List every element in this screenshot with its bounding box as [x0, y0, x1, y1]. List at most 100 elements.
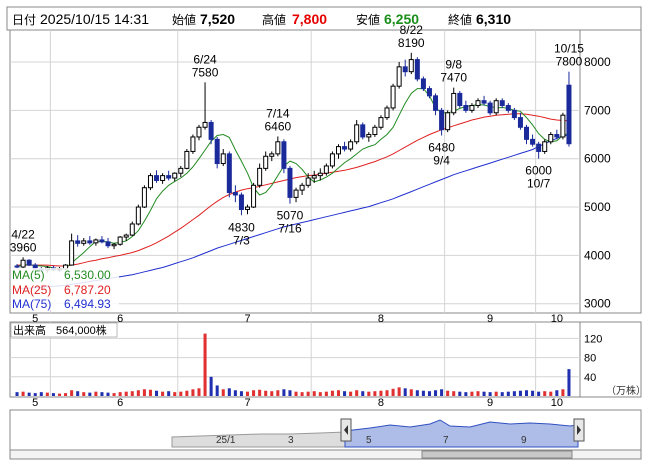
volume-bar [161, 391, 165, 396]
navigator-label-1: 25/1 [216, 435, 236, 446]
annotation-date: 9/4 [433, 153, 450, 167]
candle-body [554, 134, 560, 138]
header-high-label: 高値 [262, 12, 286, 27]
volume-bar [155, 390, 159, 396]
volume-bar [330, 390, 334, 396]
volume-bar [27, 392, 31, 396]
candle [469, 103, 475, 113]
volume-bar [70, 390, 74, 396]
volume-unit-label: （万株） [606, 384, 646, 397]
candle [305, 173, 311, 188]
candle [196, 124, 202, 141]
volume-bar [124, 391, 128, 396]
candle [396, 62, 402, 89]
candle [499, 98, 505, 108]
annotation-date: 8/22 [400, 23, 424, 37]
candle-body [390, 85, 396, 109]
header-close-value: 6,310 [476, 11, 511, 27]
candle-body [457, 92, 463, 107]
candle [275, 136, 281, 157]
candle-body [439, 109, 445, 131]
price-x-tick-label: 9 [487, 313, 493, 325]
volume-panel-frame [9, 321, 581, 398]
annotation-value: 8190 [398, 36, 425, 50]
candle-body [323, 165, 329, 174]
candle [269, 151, 275, 162]
volume-bar [415, 390, 419, 396]
volume-bar [543, 391, 547, 396]
candle [548, 132, 554, 145]
volume-bar [300, 392, 304, 396]
candle [226, 151, 232, 198]
candle-body [202, 121, 208, 128]
candle [390, 83, 396, 111]
volume-bar [385, 390, 389, 396]
volume-bar [476, 391, 480, 396]
candle-body [214, 138, 220, 165]
candle [257, 163, 263, 188]
volume-bar [421, 390, 425, 396]
candle [323, 163, 329, 176]
candle [69, 233, 75, 266]
ma-legend-bg [11, 268, 119, 310]
volume-bar [373, 391, 377, 396]
volume-bar [482, 391, 486, 396]
candle [160, 173, 166, 184]
volume-bar [397, 387, 401, 396]
candle [190, 134, 196, 154]
candle [281, 139, 287, 174]
volume-bar [21, 391, 25, 396]
scrollbar-thumb[interactable] [421, 450, 573, 459]
ma5-value: 6,530.00 [64, 268, 111, 282]
candle [439, 107, 445, 136]
candle [530, 134, 536, 147]
volume-bar [82, 392, 86, 396]
price-x-tick-label: 10 [551, 313, 563, 325]
scrollbar-track[interactable] [9, 449, 642, 460]
candle [408, 52, 414, 75]
volume-bar [57, 393, 62, 396]
candle [366, 132, 372, 142]
candle-body [408, 59, 414, 73]
candle-body [172, 172, 178, 179]
volume-bar [440, 389, 444, 396]
candle-body [275, 141, 281, 155]
candle [178, 165, 184, 178]
price-tick-label: 7000 [584, 103, 611, 117]
annotation-date: 6/24 [193, 52, 217, 66]
volume-bar [549, 391, 553, 396]
candle-body [542, 141, 548, 152]
candle [481, 95, 487, 106]
volume-bar [88, 392, 92, 396]
volume-bar [403, 388, 407, 396]
candle-body [263, 155, 269, 169]
candle-body [196, 126, 202, 138]
candle-body [524, 126, 530, 140]
candle [445, 110, 451, 133]
candle [166, 170, 172, 181]
candle [384, 105, 390, 121]
candle [505, 103, 511, 113]
ma25-line [17, 113, 570, 267]
candle [493, 98, 499, 116]
volume-tick-label: 80 [584, 353, 596, 365]
volume-tick-label: 120 [584, 333, 602, 345]
candle-body [354, 124, 360, 143]
volume-legend-bg [10, 322, 118, 338]
candle-body [232, 192, 238, 196]
annotation-date: 10/15 [554, 42, 584, 56]
candle [93, 238, 99, 246]
candle-body [378, 117, 384, 128]
header-open-label: 始値 [172, 12, 196, 27]
candle-body [147, 175, 153, 189]
volume-tick-label: 40 [584, 372, 596, 384]
volume-bar [488, 392, 492, 396]
candle-body [329, 153, 335, 167]
annotation-value: 3960 [10, 240, 37, 254]
candle-body [414, 59, 420, 80]
volume-y-axis: 40 80 120 [584, 333, 602, 383]
volume-bar [464, 392, 468, 396]
candle-body [342, 146, 348, 150]
candle [154, 170, 160, 183]
header-date-label: 日付 [12, 13, 36, 27]
